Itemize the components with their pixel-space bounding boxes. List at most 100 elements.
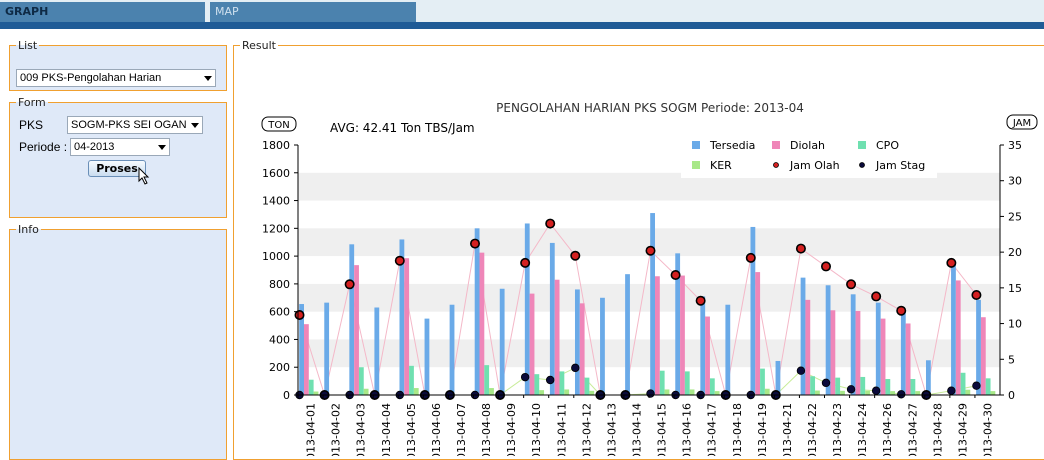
bar-tersedia (675, 253, 681, 395)
proses-button[interactable]: Proses (88, 160, 146, 177)
chevron-down-icon (191, 123, 199, 128)
point-jam-stag (571, 363, 580, 373)
bar-tersedia (499, 288, 505, 395)
x-tick-label: 2013-04-05 (405, 403, 418, 456)
point-jam-olah (520, 257, 531, 268)
bar-diolah (880, 318, 886, 395)
legend-swatch (772, 141, 780, 149)
x-tick-label: 2013-04-10 (530, 403, 543, 456)
bar-ker (890, 391, 896, 395)
bar-tersedia (875, 302, 881, 395)
chart-legend: Tersedia Diolah CPO KER Jam Olah Jam Stag (681, 136, 937, 178)
bar-ker (865, 390, 870, 395)
point-jam-stag (947, 386, 956, 395)
left-axis-unit: TON (267, 120, 289, 131)
legend-swatch (692, 141, 700, 149)
x-tick-label: 2013-04-14 (630, 403, 643, 456)
bar-ker (714, 391, 720, 395)
legend-marker (859, 162, 865, 168)
legend-marker (773, 162, 779, 168)
bar-diolah (980, 317, 986, 395)
bar-ker (564, 389, 570, 395)
line-jam-olah (299, 222, 977, 397)
point-jam-stag (821, 378, 831, 388)
bar-diolah (905, 323, 911, 395)
point-jam-olah (570, 250, 581, 261)
list-select[interactable]: 009 PKS-Pengolahan Harian (16, 69, 216, 87)
bar-tersedia (574, 289, 580, 395)
bar-diolah (404, 258, 410, 395)
left-tick-label: 0 (283, 389, 290, 402)
point-jam-olah (545, 218, 556, 229)
bar-tersedia (625, 274, 630, 395)
point-jam-olah (795, 243, 806, 254)
bar-tersedia (399, 239, 405, 395)
point-jam-olah (745, 252, 756, 263)
right-tick-label: 10 (1008, 318, 1022, 331)
bar-ker (489, 388, 494, 395)
point-jam-stag (520, 372, 530, 382)
x-tick-label: 2013-04-24 (856, 403, 869, 456)
list-panel: List 009 PKS-Pengolahan Harian (9, 39, 227, 91)
x-tick-label: 2013-04-07 (455, 403, 468, 456)
right-tick-label: 35 (1008, 139, 1022, 152)
bar-tersedia (299, 304, 304, 395)
info-legend: Info (18, 223, 39, 236)
bar-ker (664, 389, 670, 395)
bar-diolah (655, 276, 660, 395)
legend-label: Jam Stag (875, 159, 925, 172)
left-tick-label: 1400 (262, 195, 290, 208)
right-tick-label: 20 (1008, 246, 1022, 259)
bar-tersedia (424, 318, 430, 395)
x-tick-label: 2013-04-26 (881, 403, 894, 456)
list-legend: List (18, 39, 38, 52)
chart-title: PENGOLAHAN HARIAN PKS SOGM Periode: 2013… (496, 101, 804, 115)
point-jam-olah (645, 245, 656, 256)
point-jam-olah (695, 295, 706, 306)
bar-tersedia (524, 223, 530, 395)
point-jam-stag (871, 386, 881, 395)
x-tick-label: 2013-04-08 (480, 403, 493, 456)
legend-label: KER (710, 159, 732, 172)
bar-ker (764, 388, 770, 395)
pks-select[interactable]: SOGM-PKS SEI OGAN (67, 116, 203, 134)
bar-ker (915, 391, 921, 395)
bar-cpo (358, 367, 364, 395)
bar-cpo (860, 376, 866, 395)
right-tick-label: 25 (1008, 210, 1022, 223)
chevron-down-icon (158, 145, 166, 150)
left-tick-label: 1800 (262, 139, 290, 152)
x-tick-label: 2013-04-16 (681, 403, 694, 456)
tab-bar: GRAPH MAP (0, 0, 1044, 22)
x-tick-label: 2013-04-13 (605, 403, 618, 456)
bar-cpo (910, 379, 916, 395)
bar-cpo (484, 365, 490, 395)
right-axis-unit: JAM (1012, 118, 1031, 129)
bar-tersedia (474, 228, 480, 395)
point-jam-stag (646, 389, 655, 398)
tab-map[interactable]: MAP (210, 2, 416, 22)
x-tick-label: 2013-04-28 (931, 403, 944, 456)
legend-background (681, 136, 937, 178)
tab-graph[interactable]: GRAPH (0, 2, 205, 22)
bar-cpo (684, 371, 690, 395)
bar-cpo (985, 378, 991, 395)
bar-cpo (960, 372, 966, 395)
cursor-icon (138, 167, 150, 185)
x-tick-label: 2013-04-23 (831, 403, 844, 456)
bar-tersedia (775, 360, 781, 395)
left-tick-label: 1200 (262, 222, 290, 235)
bar-diolah (805, 299, 811, 395)
legend-swatch (858, 141, 866, 149)
bar-cpo (810, 376, 816, 395)
bar-tersedia (700, 296, 706, 395)
info-panel: Info (9, 223, 227, 460)
periode-select[interactable]: 04-2013 (70, 138, 170, 156)
bar-diolah (830, 310, 836, 395)
point-jam-olah (896, 305, 907, 316)
x-tick-label: 2013-04-09 (505, 403, 518, 456)
point-jam-olah (394, 255, 405, 266)
x-tick-label: 2013-04-12 (580, 403, 593, 456)
bar-ker (539, 390, 545, 395)
point-jam-stag (796, 366, 806, 375)
